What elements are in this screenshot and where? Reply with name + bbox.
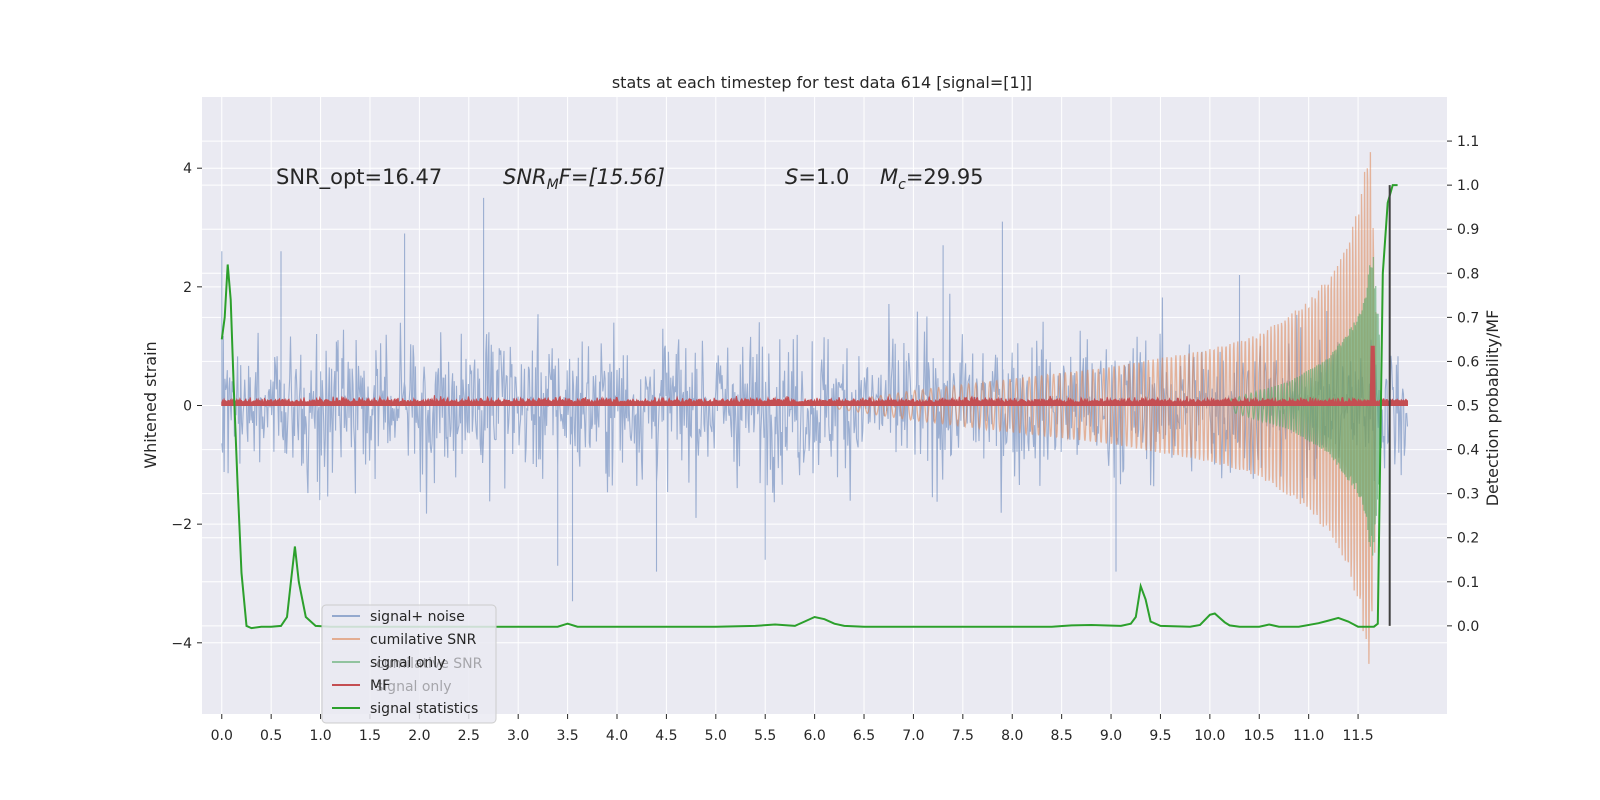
- x-tick-label: 11.0: [1293, 728, 1324, 744]
- annotation-s: S=1.0: [785, 165, 849, 189]
- annotation-mc-sub: c: [898, 177, 906, 193]
- y2-axis-ticks: 0.0 0.1 0.2 0.3 0.4 0.5 0.6 0.7 0.8 0.9 1.0 1.1: [1447, 134, 1479, 635]
- x-tick-label: 1.5: [359, 728, 381, 744]
- annotation-snr-mf-name: SNR: [503, 165, 547, 189]
- x-tick-label: 7.0: [902, 728, 924, 744]
- x-tick-label: 7.5: [952, 728, 974, 744]
- legend-label-signal-only: signal only: [370, 655, 445, 671]
- legend-box: [321, 604, 497, 724]
- x-tick-label: 2.0: [408, 728, 430, 744]
- x-tick-label: 5.5: [754, 728, 776, 744]
- x-tick-label: 9.0: [1100, 728, 1122, 744]
- y2-tick-label: 0.6: [1457, 354, 1479, 370]
- y-tick-label: −4: [171, 636, 192, 652]
- y2-tick-label: 0.7: [1457, 310, 1479, 326]
- y-tick-label: 0: [183, 399, 192, 415]
- mf-line: [221, 345, 1408, 406]
- y-axis-ticks: −4 −2 0 2 4: [171, 161, 202, 652]
- legend-ghost-2: signal only: [376, 679, 451, 695]
- annotation-mc-name: M: [880, 165, 898, 189]
- chart-title: stats at each timestep for test data 614…: [612, 73, 1032, 92]
- annotation-snr-mf: SNRMF=[15.56]: [503, 165, 665, 193]
- x-tick-label: 6.5: [853, 728, 875, 744]
- y2-tick-label: 0.1: [1457, 575, 1479, 591]
- y-tick-label: −2: [171, 517, 192, 533]
- x-tick-label: 8.0: [1001, 728, 1023, 744]
- legend: cumilative SNR signal only signal+ noise…: [321, 604, 497, 724]
- x-tick-label: 9.5: [1149, 728, 1171, 744]
- y2-tick-label: 0.3: [1457, 487, 1479, 503]
- annotations: SNR_opt=16.47 SNRMF=[15.56] S=1.0 Mc=29.…: [276, 165, 984, 193]
- y-tick-label: 2: [183, 280, 192, 296]
- annotation-s-value: =1.0: [798, 165, 849, 189]
- series-signal-statistics: [220, 184, 1398, 630]
- x-tick-label: 1.0: [309, 728, 331, 744]
- signal-only-line: [1228, 256, 1381, 556]
- series-signal-noise: [221, 197, 1409, 602]
- y2-tick-label: 0.4: [1457, 443, 1479, 459]
- x-tick-label: 3.5: [556, 728, 578, 744]
- signal-noise-line: [221, 197, 1409, 602]
- annotation-mc-value: =29.95: [906, 165, 984, 189]
- x-tick-label: 5.0: [705, 728, 727, 744]
- x-tick-label: 4.5: [655, 728, 677, 744]
- annotation-mc: Mc=29.95: [880, 165, 984, 193]
- y2-tick-label: 0.0: [1457, 619, 1479, 635]
- x-tick-label: 4.0: [606, 728, 628, 744]
- x-tick-label: 3.0: [507, 728, 529, 744]
- y2-tick-label: 1.0: [1457, 178, 1479, 194]
- x-tick-label: 0.5: [260, 728, 282, 744]
- annotation-s-name: S: [785, 165, 798, 189]
- y2-tick-label: 0.8: [1457, 266, 1479, 282]
- y2-axis-label: Detection probability/MF: [1483, 310, 1502, 507]
- x-tick-label: 10.5: [1244, 728, 1275, 744]
- x-tick-label: 2.5: [458, 728, 480, 744]
- legend-label-mf: MF: [370, 678, 390, 694]
- x-tick-label: 0.0: [211, 728, 233, 744]
- series-mf: [221, 345, 1408, 406]
- series-signal-only: [1228, 256, 1381, 556]
- x-tick-label: 11.5: [1342, 728, 1373, 744]
- annotation-snr-mf-tail: F=[15.56]: [559, 165, 665, 189]
- y2-tick-label: 1.1: [1457, 134, 1479, 150]
- legend-label-signal-noise: signal+ noise: [370, 609, 465, 625]
- y-tick-label: 4: [183, 161, 192, 177]
- y2-tick-label: 0.2: [1457, 531, 1479, 547]
- y2-tick-label: 0.9: [1457, 222, 1479, 238]
- x-tick-label: 8.5: [1051, 728, 1073, 744]
- annotation-snr-mf-sub: M: [547, 177, 559, 193]
- annotation-snr-opt: SNR_opt=16.47: [276, 165, 442, 190]
- legend-label-cumilative-snr: cumilative SNR: [370, 632, 477, 648]
- signal-statistics-line: [220, 184, 1398, 630]
- x-tick-label: 10.0: [1194, 728, 1225, 744]
- legend-label-signal-statistics: signal statistics: [370, 701, 478, 717]
- x-axis-ticks: 0.0 0.5 1.0 1.5 2.0 2.5 3.0 3.5 4.0 4.5 5.0 5.5 6.0 6…: [211, 714, 1374, 744]
- y2-tick-label: 0.5: [1457, 399, 1479, 415]
- y-axis-label: Whitened strain: [141, 341, 160, 468]
- x-tick-label: 6.0: [803, 728, 825, 744]
- legend-ghost-1: cumilative SNR: [376, 656, 483, 672]
